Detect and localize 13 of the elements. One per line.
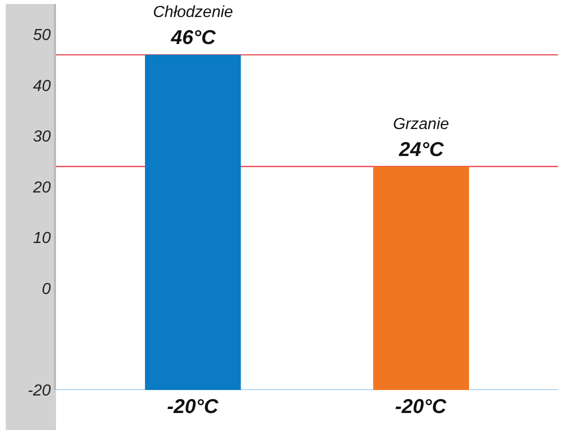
y-tick-label: 20: [32, 179, 51, 196]
annotation: 24°C: [398, 139, 444, 161]
x-tick-label: Grzanie: [393, 116, 450, 133]
annotation: -20°C: [395, 396, 447, 418]
y-tick-label: -20: [28, 382, 51, 400]
x-tick-label: Chłodzenie: [153, 4, 234, 21]
y-tick-label: 30: [33, 128, 51, 146]
annotation: -20°C: [167, 396, 219, 418]
y-tick-label: 0: [42, 281, 51, 298]
annotation: 46°C: [170, 27, 216, 49]
y-tick-label: 50: [33, 27, 51, 44]
y-tick-label: 10: [33, 230, 51, 248]
y-tick-label: 40: [33, 78, 51, 95]
